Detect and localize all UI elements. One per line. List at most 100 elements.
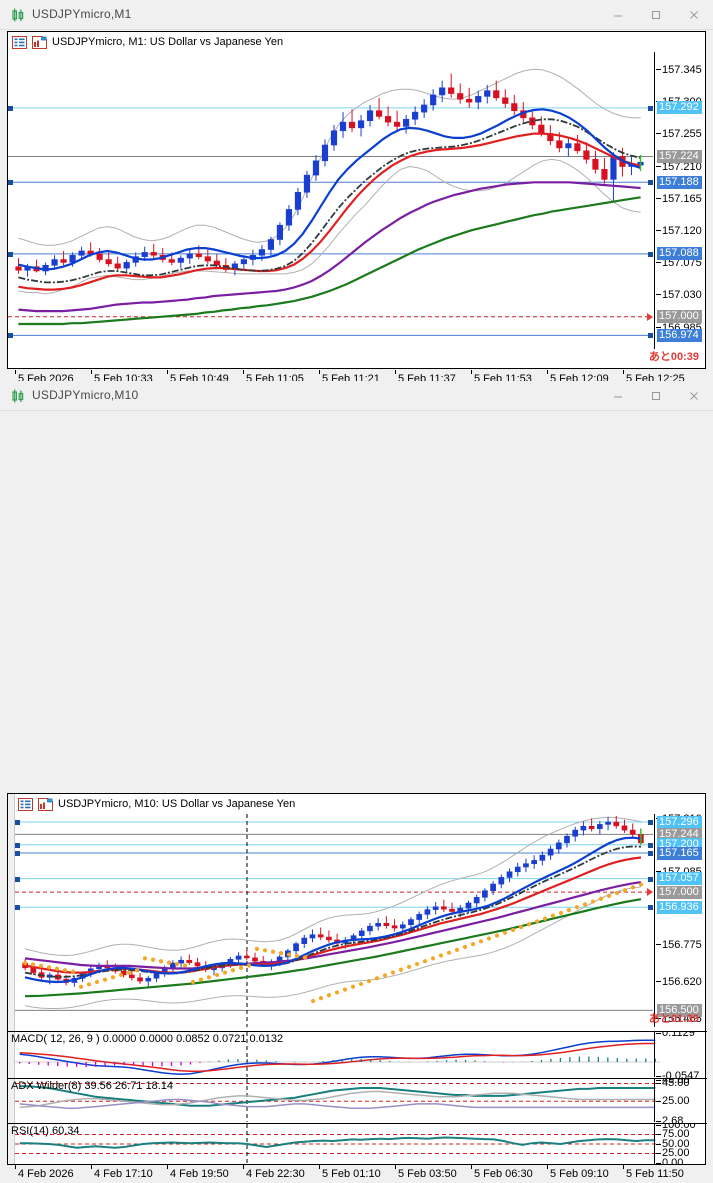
maximize-button[interactable] bbox=[637, 0, 675, 29]
level-handle[interactable] bbox=[8, 105, 13, 111]
time-tick-label: 5 Feb 09:10 bbox=[547, 1165, 609, 1180]
level-handle[interactable] bbox=[648, 820, 653, 826]
price-tick-label: 157.255 bbox=[656, 128, 702, 141]
indicator-pane-adx[interactable]: ADX Wilder(8) 39.56 26.71 18.14 49.00 45.… bbox=[8, 1078, 707, 1123]
price-tick-label: 157.120 bbox=[656, 224, 702, 237]
price-tick-label: 157.030 bbox=[656, 289, 702, 302]
window-title-m1: USDJPYmicro,M1 bbox=[32, 7, 132, 21]
macd-label: MACD( 12, 26, 9 ) 0.0000 0.0000 0.0852 0… bbox=[11, 1033, 284, 1045]
minimize-button[interactable] bbox=[599, 0, 637, 29]
chart-header-m1: USDJPYmicro, M1: US Dollar vs Japanese Y… bbox=[8, 32, 283, 52]
level-handle[interactable] bbox=[15, 851, 20, 857]
level-handle[interactable] bbox=[648, 851, 653, 857]
window-controls-m10 bbox=[599, 381, 713, 410]
level-handle[interactable] bbox=[15, 842, 20, 848]
adx-wilder-tick-label: 2.68 bbox=[655, 1115, 683, 1123]
minimize-icon bbox=[614, 15, 622, 16]
price-tag-gray[interactable]: 157.000 bbox=[657, 310, 702, 324]
price-tag-gray[interactable]: 157.000 bbox=[657, 885, 702, 899]
adx-label: ADX Wilder(8) 39.56 26.71 18.14 bbox=[11, 1080, 174, 1092]
window-controls-m1 bbox=[599, 0, 713, 29]
adx-wilder-axis: 49.00 45.00 25.00 2.68 bbox=[654, 1078, 707, 1123]
time-tick-label: 5 Feb 01:10 bbox=[319, 1165, 381, 1180]
candlestick-icon bbox=[10, 7, 26, 23]
time-tick-label: 5 Feb 11:50 bbox=[623, 1165, 684, 1180]
chart-properties-icon[interactable] bbox=[32, 35, 47, 49]
level-handle[interactable] bbox=[648, 842, 653, 848]
price-tag-blue[interactable]: 157.165 bbox=[657, 846, 702, 860]
level-handle[interactable] bbox=[15, 905, 20, 911]
price-alert-arrow bbox=[647, 312, 653, 321]
indicator-pane-rsi[interactable]: RSI(14) 60.34 100.00 75.00 50.00 25.00 0.00 bbox=[8, 1123, 707, 1165]
minimize-icon bbox=[614, 396, 622, 397]
maximize-icon bbox=[652, 10, 660, 19]
level-handle[interactable] bbox=[8, 180, 13, 186]
close-button[interactable] bbox=[675, 381, 713, 410]
level-handle[interactable] bbox=[648, 876, 653, 882]
price-plot-m1[interactable] bbox=[8, 52, 653, 349]
level-handle[interactable] bbox=[648, 333, 653, 339]
rsi-axis: 100.00 75.00 50.00 25.00 0.00 bbox=[654, 1124, 707, 1165]
macd-tick-label: 0.1129 bbox=[656, 1032, 695, 1039]
rsi-label: RSI(14) 60.34 bbox=[11, 1125, 80, 1137]
price-tag-blue[interactable]: 157.088 bbox=[657, 247, 702, 261]
chart-area-m1[interactable]: USDJPYmicro, M1: US Dollar vs Japanese Y… bbox=[7, 31, 706, 369]
price-axis-m1[interactable]: 157.345157.300157.255157.210157.165157.1… bbox=[654, 52, 707, 349]
indicator-pane-macd[interactable]: MACD( 12, 26, 9 ) 0.0000 0.0000 0.0852 0… bbox=[8, 1031, 707, 1078]
macd-tick-label: -0.0547 bbox=[655, 1070, 699, 1078]
chart-header-m10: USDJPYmicro, M10: US Dollar vs Japanese … bbox=[14, 794, 295, 814]
data-window-icon[interactable] bbox=[18, 797, 33, 811]
price-tag-cyan[interactable]: 156.936 bbox=[657, 900, 702, 914]
close-icon bbox=[690, 10, 698, 19]
adx-wilder-tick-label: 45.00 bbox=[656, 1078, 690, 1090]
rsi-plot[interactable] bbox=[15, 1124, 660, 1164]
titlebar-m10: USDJPYmicro,M10 bbox=[0, 381, 713, 411]
level-handle[interactable] bbox=[648, 180, 653, 186]
price-tick-label: 156.620 bbox=[656, 976, 702, 989]
level-handle[interactable] bbox=[15, 820, 20, 826]
time-tick-label: 4 Feb 22:30 bbox=[243, 1165, 305, 1180]
price-tick-label: 157.345 bbox=[656, 63, 702, 76]
rsi-tick-label: 0.00 bbox=[655, 1157, 683, 1165]
level-handle[interactable] bbox=[648, 251, 653, 257]
price-tag-gray[interactable]: 157.224 bbox=[657, 149, 702, 163]
close-button[interactable] bbox=[675, 0, 713, 29]
price-tag-blue[interactable]: 157.188 bbox=[657, 175, 702, 189]
level-handle[interactable] bbox=[8, 251, 13, 257]
time-tick-label: 5 Feb 06:30 bbox=[471, 1165, 533, 1180]
bar-countdown-m10: あと01:39 bbox=[648, 1013, 699, 1025]
price-tag-cyan[interactable]: 157.296 bbox=[657, 815, 702, 829]
minimize-button[interactable] bbox=[599, 381, 637, 410]
time-tick-label: 4 Feb 19:50 bbox=[167, 1165, 229, 1180]
level-handle[interactable] bbox=[15, 876, 20, 882]
maximize-button[interactable] bbox=[637, 381, 675, 410]
adx-wilder-tick-label: 25.00 bbox=[656, 1094, 690, 1107]
data-window-icon[interactable] bbox=[12, 35, 27, 49]
price-tick-label: 157.210 bbox=[656, 160, 702, 173]
close-icon bbox=[690, 391, 698, 400]
price-tick-label: 156.775 bbox=[656, 939, 702, 952]
window-title-m10: USDJPYmicro,M10 bbox=[32, 388, 139, 402]
maximize-icon bbox=[652, 391, 660, 400]
time-tick-label: 4 Feb 2026 bbox=[15, 1165, 74, 1180]
price-tick-label: 157.165 bbox=[656, 192, 702, 205]
price-tag-cyan[interactable]: 157.292 bbox=[657, 101, 702, 115]
price-plot-m10[interactable] bbox=[15, 814, 653, 1027]
bar-countdown-m1: あと00:39 bbox=[648, 351, 699, 363]
price-alert-arrow bbox=[647, 888, 653, 897]
chart-properties-icon[interactable] bbox=[38, 797, 53, 811]
price-tag-blue[interactable]: 156.974 bbox=[657, 328, 702, 342]
time-tick-label: 5 Feb 03:50 bbox=[395, 1165, 457, 1180]
level-handle[interactable] bbox=[8, 333, 13, 339]
chart-window-m10: USDJPYmicro,M10 bbox=[0, 381, 713, 1180]
price-tag-cyan[interactable]: 157.057 bbox=[657, 872, 702, 886]
chart-header-text-m1: USDJPYmicro, M1: US Dollar vs Japanese Y… bbox=[52, 36, 284, 48]
price-axis-m10[interactable]: 157.310157.085156.775156.620156.465157.2… bbox=[654, 814, 707, 1027]
chart-area-m10[interactable]: USDJPYmicro, M10: US Dollar vs Japanese … bbox=[7, 793, 707, 1165]
level-handle[interactable] bbox=[648, 905, 653, 911]
macd-axis: 0.1129 -0.0547 bbox=[654, 1032, 707, 1078]
titlebar-m1: USDJPYmicro,M1 bbox=[0, 0, 713, 30]
level-handle[interactable] bbox=[648, 105, 653, 111]
candlestick-icon bbox=[10, 388, 26, 404]
time-tick-label: 4 Feb 17:10 bbox=[91, 1165, 153, 1180]
